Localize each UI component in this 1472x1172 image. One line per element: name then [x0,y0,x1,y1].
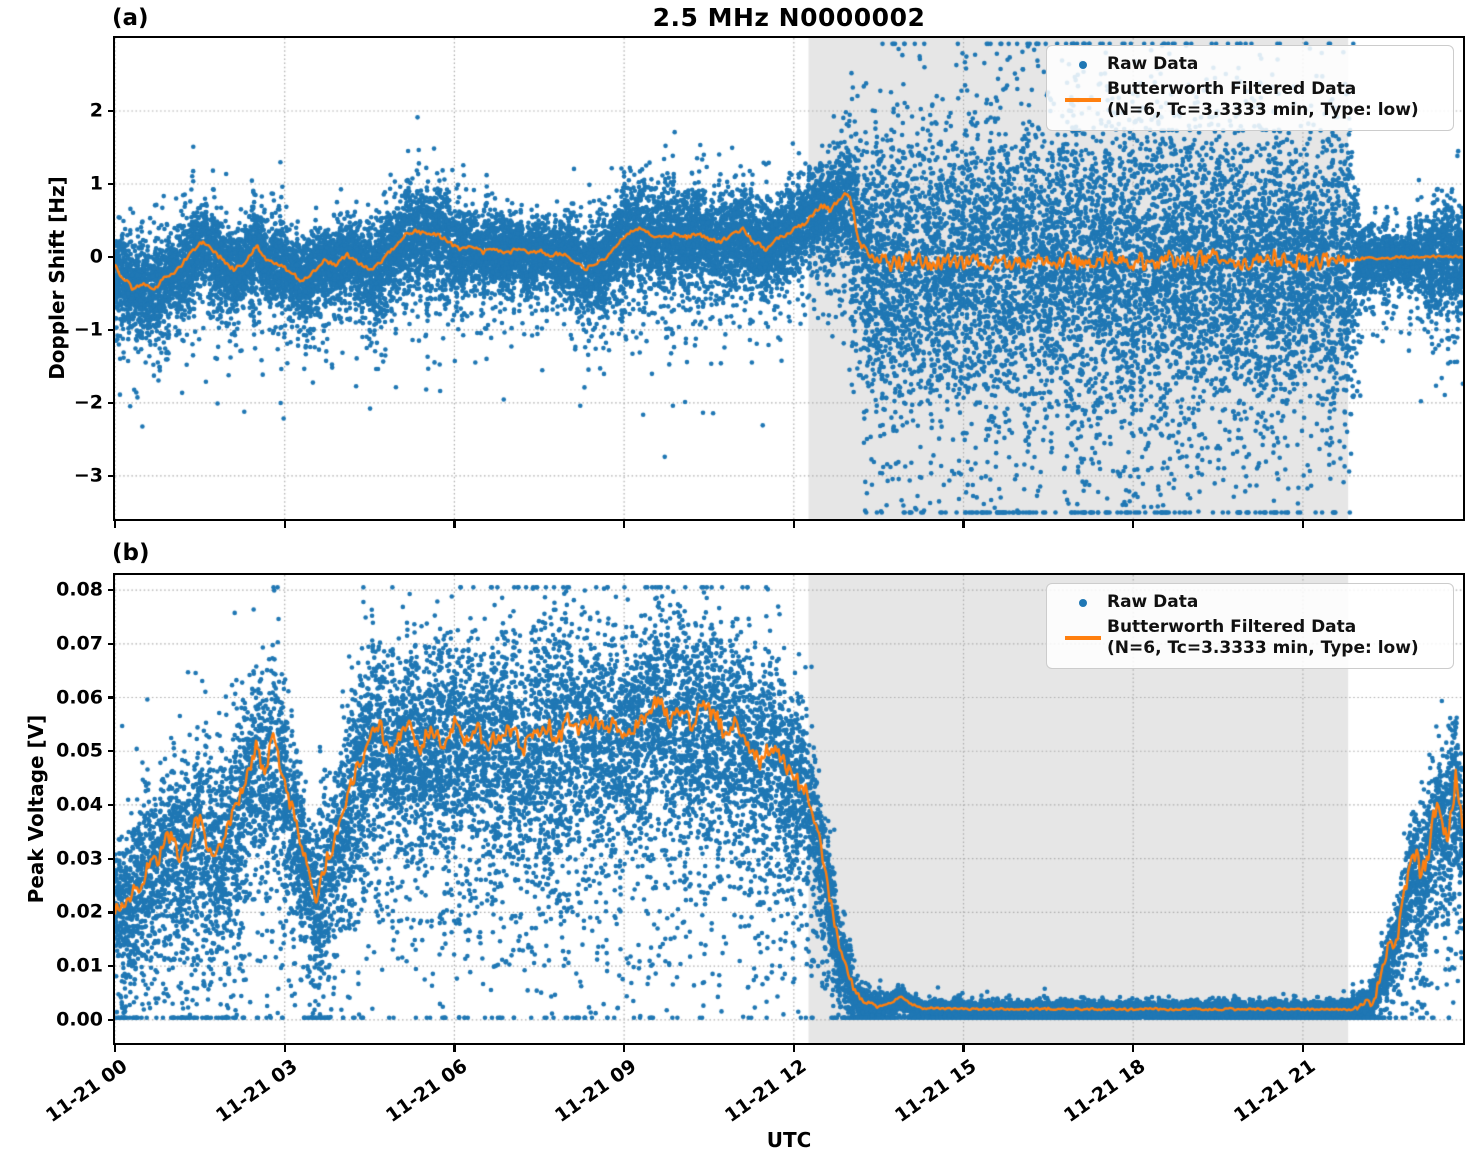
raw-data-marker-icon [1059,598,1107,607]
legend-filtered-row: Butterworth Filtered Data (N=6, Tc=3.333… [1059,617,1443,659]
legend-filtered-label: Butterworth Filtered Data (N=6, Tc=3.333… [1107,79,1419,121]
x-tick-mark [283,521,286,528]
filtered-line-swatch-icon [1059,98,1107,102]
y-tick-mark [108,750,115,753]
y-tick-mark [108,588,115,592]
y-tick-label: −1 [73,318,103,341]
y-tick-label: 0.03 [56,847,103,870]
y-tick-mark [108,474,115,478]
y-tick-label: −3 [73,464,103,487]
panel-b-letter: (b) [112,540,150,566]
x-tick-mark [1132,521,1135,528]
y-tick-mark [108,803,115,807]
panel-b-legend: Raw Data Butterworth Filtered Data (N=6,… [1046,583,1454,669]
x-tick-mark [1301,521,1305,528]
y-tick-label: 0.01 [56,954,103,977]
x-tick-mark [792,1045,795,1052]
y-tick-label: 0 [89,245,103,268]
figure-title: 2.5 MHz N0000002 [652,3,926,32]
legend-raw-row: Raw Data [1059,54,1443,75]
y-tick-label: 0.00 [56,1008,103,1031]
y-tick-mark [108,182,115,186]
x-tick-mark [453,521,456,528]
y-tick-label: 0.02 [56,900,103,923]
x-tick-label: 11-21 18 [1060,1055,1150,1127]
panel-a-legend: Raw Data Butterworth Filtered Data (N=6,… [1046,45,1454,131]
x-tick-label: 11-21 00 [42,1055,132,1127]
x-tick-mark [453,1045,456,1052]
panel-a-letter: (a) [112,5,149,31]
legend-filtered-label: Butterworth Filtered Data (N=6, Tc=3.333… [1107,617,1419,659]
x-tick-mark [1132,1045,1135,1052]
x-tick-mark [622,521,626,528]
y-tick-label: 2 [89,99,103,122]
y-tick-mark [108,642,115,645]
y-tick-label: 0.05 [56,739,103,762]
y-tick-mark [108,911,115,914]
y-tick-label: 1 [89,172,103,195]
y-tick-mark [108,328,115,332]
y-tick-label: 0.06 [56,686,103,709]
legend-raw-row: Raw Data [1059,592,1443,613]
y-tick-mark [108,1018,115,1022]
x-tick-label: 11-21 09 [551,1055,641,1127]
x-tick-mark [283,1045,286,1052]
y-tick-mark [108,401,115,405]
x-tick-mark [962,521,965,528]
x-tick-mark [113,521,117,528]
legend-filtered-label-line1: Butterworth Filtered Data [1107,79,1357,99]
y-tick-label: −2 [73,391,103,414]
y-tick-mark [108,857,115,860]
x-tick-label: 11-21 06 [381,1055,472,1127]
x-tick-label: 11-21 12 [720,1055,811,1127]
x-tick-mark [962,1045,965,1052]
panel-a-ylabel: Doppler Shift [Hz] [45,176,69,380]
x-tick-label: 11-21 03 [211,1055,302,1127]
x-tick-label: 11-21 15 [890,1055,981,1127]
y-tick-label: 0.07 [56,632,103,655]
y-tick-mark [108,696,115,699]
legend-filtered-label-line2: (N=6, Tc=3.3333 min, Type: low) [1107,100,1419,120]
y-tick-label: 0.04 [56,793,103,816]
y-tick-mark [108,255,115,259]
x-tick-mark [792,521,795,528]
x-tick-mark [113,1045,117,1052]
y-tick-mark [108,109,115,113]
y-tick-label: 0.08 [56,578,103,601]
filtered-line-swatch-icon [1059,636,1107,640]
x-axis-label: UTC [766,1128,812,1152]
x-tick-mark [1301,1045,1305,1052]
x-tick-label: 11-21 21 [1230,1055,1320,1127]
y-tick-mark [108,964,115,968]
legend-raw-label: Raw Data [1107,592,1199,612]
legend-filtered-label-line2: (N=6, Tc=3.3333 min, Type: low) [1107,638,1419,658]
legend-filtered-label-line1: Butterworth Filtered Data [1107,617,1357,637]
raw-data-marker-icon [1059,60,1107,69]
legend-filtered-row: Butterworth Filtered Data (N=6, Tc=3.333… [1059,79,1443,121]
legend-raw-label: Raw Data [1107,54,1199,74]
x-tick-mark [622,1045,626,1052]
